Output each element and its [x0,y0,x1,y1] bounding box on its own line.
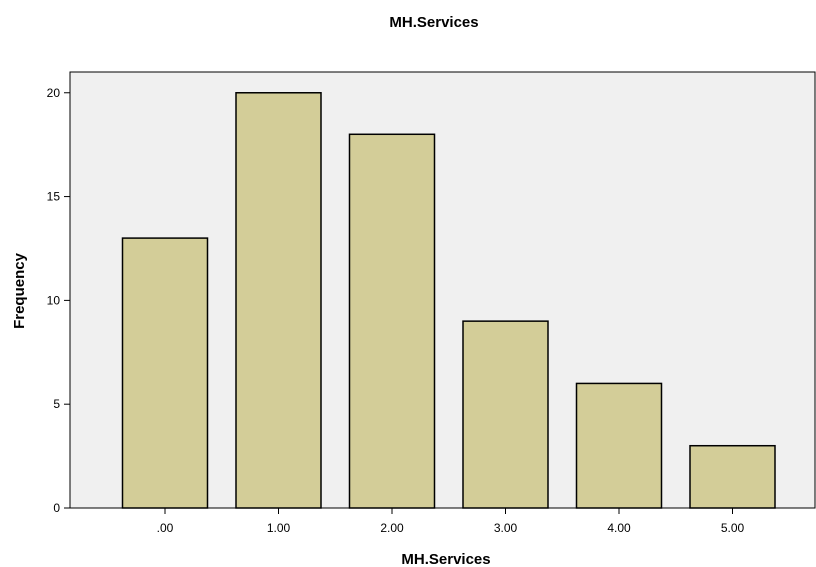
x-tick-label: 1.00 [267,521,291,535]
x-axis-title: MH.Services [401,551,490,567]
x-tick-label: .00 [157,521,174,535]
bar-4p00 [577,383,662,508]
bar-3p00 [463,321,548,508]
y-axis-title: Frequency [11,252,28,329]
x-axis: .00 1.00 2.00 3.00 4.00 5.00 [70,508,815,535]
bar-5p00 [690,446,775,508]
x-tick-label: 4.00 [607,521,631,535]
x-tick-label: 3.00 [494,521,518,535]
bar-p00 [123,238,208,508]
y-axis: 0 5 10 15 20 [47,86,70,515]
x-tick-label: 2.00 [380,521,404,535]
bar-1p00 [236,93,321,508]
bar-2p00 [350,134,435,508]
y-tick-label: 10 [47,293,61,307]
x-tick-label: 5.00 [721,521,745,535]
y-tick-label: 5 [53,397,60,411]
y-tick-label: 20 [47,86,61,100]
y-tick-label: 15 [47,190,61,204]
y-tick-label: 0 [53,501,60,515]
chart-title: MH.Services [389,14,478,31]
